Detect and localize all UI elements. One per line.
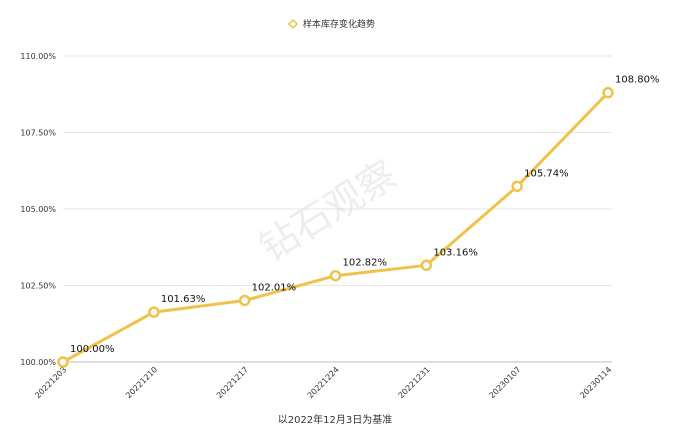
x-axis-label: 以2022年12月3日为基准 [278, 413, 393, 426]
y-tick-label: 110.00% [20, 52, 56, 61]
data-label: 103.16% [433, 247, 478, 258]
data-point [329, 269, 342, 282]
gridlines [63, 55, 612, 363]
data-label: 100.00% [70, 344, 115, 355]
y-axis-ticks: 100.00% 102.50% 105.00% 107.50% 110.00% [20, 52, 56, 367]
data-point [511, 180, 523, 193]
y-tick-label: 107.50% [20, 129, 56, 138]
y-tick-label: 100.00% [20, 358, 56, 367]
data-label: 101.63% [161, 294, 206, 305]
data-label: 102.82% [343, 258, 388, 269]
x-tick-label: 20221210 [124, 365, 159, 400]
data-label: 105.74% [524, 168, 569, 179]
x-tick-label: 20221231 [397, 365, 432, 400]
data-label: 102.01% [252, 282, 297, 293]
data-point [148, 306, 160, 318]
x-tick-label: 20221217 [215, 365, 250, 400]
legend-diamond-icon [287, 18, 299, 30]
data-point [57, 356, 69, 368]
y-tick-label: 105.00% [20, 205, 56, 214]
data-point [238, 294, 251, 307]
data-point [602, 86, 614, 99]
x-tick-label: 20221203 [33, 365, 68, 400]
x-tick-label: 20221224 [306, 365, 341, 400]
series-layer: 100.00% 101.63% 102.01% 102.82% 103.16% 105.7… [57, 75, 660, 368]
legend-label: 样本库存变化趋势 [303, 18, 375, 30]
data-label: 108.80% [615, 75, 660, 86]
x-axis-ticks: 20221203 20221210 20221217 20221224 20221231… [33, 365, 613, 400]
legend-marker [287, 18, 299, 30]
x-tick-label: 20230114 [578, 365, 613, 400]
x-tick-label: 20230107 [487, 365, 522, 400]
watermark: 钻石观察 [252, 152, 404, 270]
legend: 样本库存变化趋势 [287, 18, 375, 30]
y-tick-label: 102.50% [20, 282, 56, 291]
data-point [420, 259, 433, 272]
